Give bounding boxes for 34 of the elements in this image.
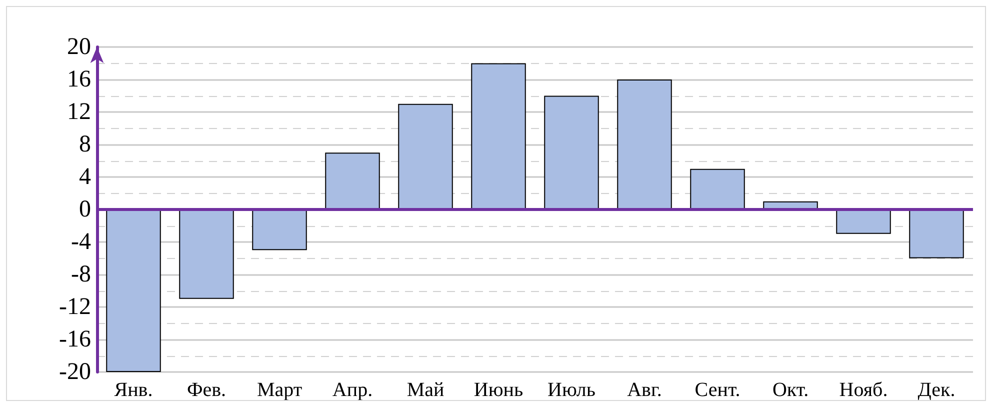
x-tick-label: Сент. — [694, 379, 740, 401]
x-tick-label: Апр. — [332, 379, 373, 401]
bar — [909, 210, 964, 258]
y-tick-label: -20 — [59, 359, 91, 385]
x-tick-label: Июнь — [474, 379, 524, 401]
y-tick-label: 20 — [67, 34, 91, 60]
bar — [836, 210, 891, 234]
x-tick-label: Авг. — [627, 379, 662, 401]
bar — [106, 210, 161, 372]
x-tick-label: Нояб. — [839, 379, 888, 401]
x-tick-label: Май — [406, 379, 444, 401]
bar — [690, 168, 745, 210]
y-tick-label: 4 — [79, 164, 91, 190]
x-tick-label: Окт. — [772, 379, 809, 401]
x-tick-label: Янв. — [114, 379, 153, 401]
bar — [325, 152, 380, 210]
x-tick-label: Фев. — [186, 379, 226, 401]
y-tick-label: 0 — [79, 196, 91, 222]
bar — [398, 104, 453, 210]
x-tick-label: Июль — [548, 379, 596, 401]
y-tick-label: -12 — [59, 294, 91, 320]
bar — [544, 96, 599, 210]
x-tick-label: Дек. — [918, 379, 956, 401]
x-tick-label: Март — [256, 379, 302, 401]
y-tick-label: -16 — [59, 326, 91, 352]
y-tick-label: 8 — [79, 132, 91, 158]
bar — [471, 63, 526, 210]
bar — [617, 80, 672, 210]
y-tick-label: -8 — [71, 262, 91, 288]
y-tick-label: -4 — [71, 229, 91, 255]
bar — [252, 210, 307, 250]
bar — [179, 210, 234, 299]
y-tick-label: 16 — [67, 66, 91, 92]
y-tick-label: 12 — [67, 99, 91, 125]
